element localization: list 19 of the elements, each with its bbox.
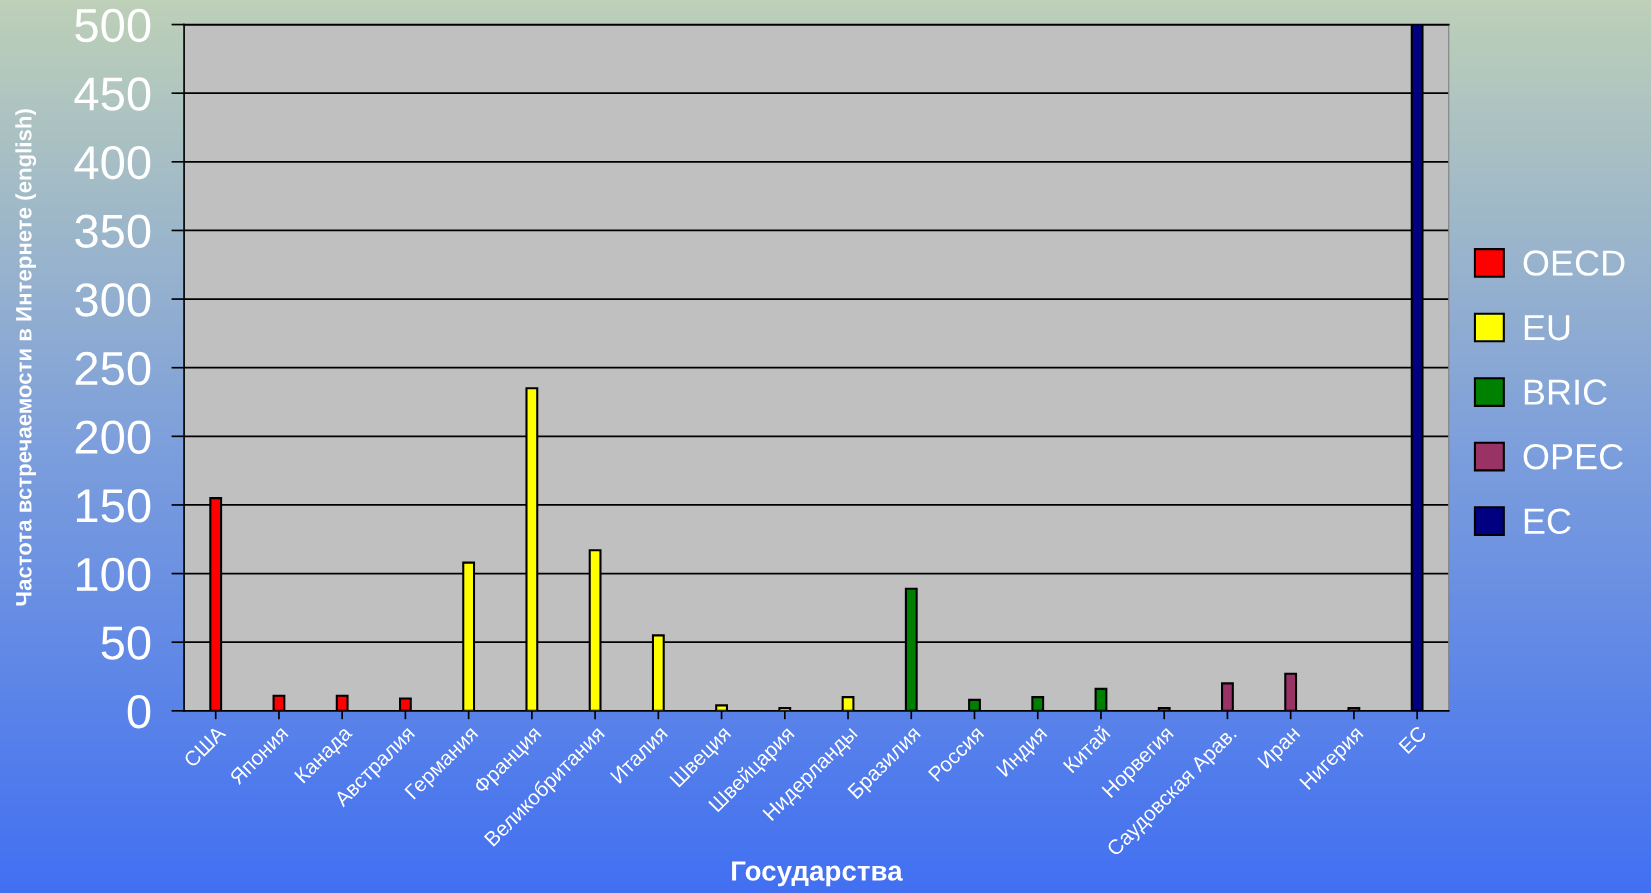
legend-label: EU <box>1524 315 1570 341</box>
legend-label: EC <box>1524 508 1571 535</box>
y-tick-label: 50 <box>101 626 151 660</box>
y-tick-label: 400 <box>74 145 151 180</box>
legend-label: OPEC <box>1523 443 1623 470</box>
y-tick-label: 350 <box>75 214 151 249</box>
y-tick-label: 450 <box>74 77 151 111</box>
x-axis-title: Государства <box>732 861 903 887</box>
legend-label: BRIC <box>1524 379 1607 405</box>
y-axis-title: Частота встречаемости в Интернете (english) <box>15 109 37 606</box>
y-tick-label: 300 <box>75 283 151 317</box>
y-tick-label: 250 <box>75 351 151 386</box>
y-tick-label: 0 <box>127 694 151 729</box>
y-tick-label: 150 <box>76 489 151 523</box>
x-tick-label: ЕС <box>1398 724 1428 755</box>
y-tick-label: 500 <box>75 8 151 43</box>
legend-label: OECD <box>1523 250 1625 276</box>
y-tick-label: 200 <box>75 420 151 454</box>
y-tick-label: 100 <box>76 557 151 592</box>
